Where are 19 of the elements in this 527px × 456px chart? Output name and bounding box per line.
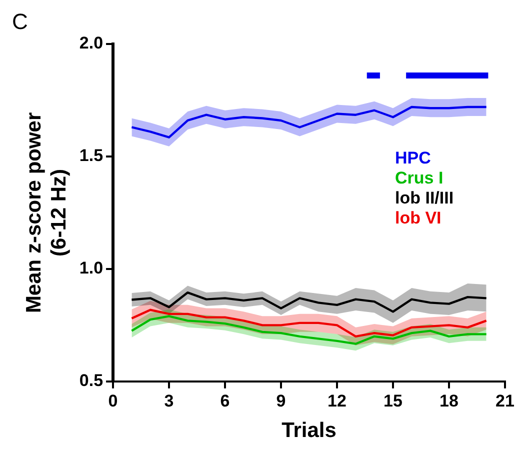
x-axis-title: Trials xyxy=(282,419,336,442)
x-tick-label: 12 xyxy=(328,391,346,410)
x-tick-label: 9 xyxy=(276,391,286,410)
y-tick-label: 2.0 xyxy=(79,34,104,53)
text: lob VI xyxy=(395,208,442,228)
y-axis-title: Mean z-score power (6-12 Hz) xyxy=(22,112,71,314)
x-tick-label: 0 xyxy=(108,391,118,410)
x-tick-label: 3 xyxy=(164,391,174,410)
x-tick-label: 21 xyxy=(496,391,514,410)
x-tick-label: 18 xyxy=(440,391,458,410)
text: Crus I xyxy=(395,168,444,188)
series-label: HPC xyxy=(395,148,431,168)
x-tick-label: 15 xyxy=(384,391,402,410)
chart-title: C xyxy=(12,9,28,34)
x-tick-label: 6 xyxy=(220,391,230,410)
y-tick-label: 1.0 xyxy=(79,258,104,278)
text: lob II/III xyxy=(395,188,454,208)
y-tick-label: 1.5 xyxy=(79,146,104,166)
y-tick-label: 0.5 xyxy=(79,371,104,390)
